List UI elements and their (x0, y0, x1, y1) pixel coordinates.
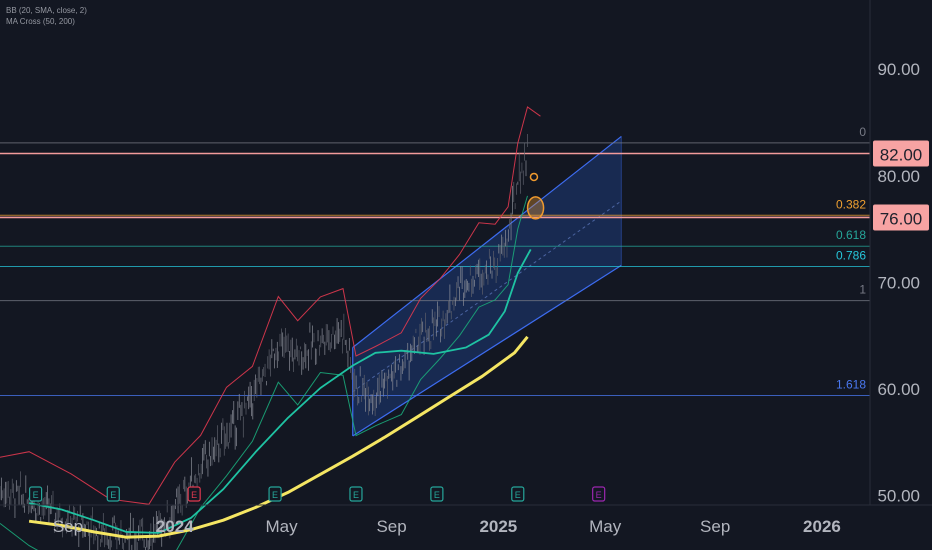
fib-label: 0.786 (836, 248, 866, 262)
earnings-marker-label: E (434, 490, 440, 500)
fib-label: 0.382 (836, 197, 866, 211)
y-tick-label: 70.00 (877, 273, 920, 292)
bollinger-lower-band (0, 195, 528, 550)
earnings-marker-label: E (596, 490, 602, 500)
earnings-marker-label: E (191, 490, 197, 500)
x-tick-label: Sep (376, 517, 406, 536)
earnings-marker-icon (349, 486, 363, 502)
earnings-marker-icon (28, 486, 43, 502)
y-tick-label: 90.00 (877, 60, 920, 79)
y-tick-label: 80.00 (877, 167, 920, 186)
highlight-small-circle (529, 172, 539, 182)
earnings-marker-icon (187, 486, 201, 502)
earnings-marker-icon (430, 486, 444, 502)
price-label-box (873, 204, 929, 231)
y-tick-label: 50.00 (877, 487, 920, 506)
earnings-marker-icon (106, 486, 120, 502)
earnings-marker-label: E (353, 490, 359, 500)
x-tick-label: 2026 (803, 517, 841, 536)
x-tick-label: May (265, 517, 298, 536)
channel-lower-line (352, 264, 622, 437)
earnings-marker-label: E (272, 490, 278, 500)
x-tick-label: 2025 (479, 517, 517, 536)
x-tick-label: 2024 (156, 517, 194, 536)
price-label-text: 76.00 (880, 209, 923, 228)
price-label-box (873, 140, 929, 167)
channel-fill (352, 136, 622, 436)
earnings-marker-label: E (33, 490, 39, 500)
earnings-marker-icon (592, 486, 606, 502)
ma-200-line (28, 335, 529, 539)
fib-label: 1 (859, 283, 866, 297)
indicator-legend: BB (20, SMA, close, 2) MA Cross (50, 200… (6, 5, 87, 27)
channel-upper-line (352, 135, 622, 348)
candles (0, 133, 528, 550)
earnings-marker-label: E (515, 490, 521, 500)
fib-label: 0.618 (836, 228, 866, 242)
ma-cross-legend-label[interactable]: MA Cross (50, 200) (6, 17, 75, 26)
bb-legend-label[interactable]: BB (20, SMA, close, 2) (6, 6, 87, 15)
channel-midline (352, 200, 622, 393)
fib-label: 1.618 (836, 377, 866, 391)
fib-label: 0 (859, 125, 866, 139)
x-tick-label: Sep (53, 517, 83, 536)
bollinger-upper-band (0, 106, 541, 505)
earnings-marker-icon (268, 486, 282, 502)
y-tick-label: 60.00 (877, 380, 920, 399)
highlight-large-circle (526, 196, 545, 220)
x-tick-label: May (589, 517, 622, 536)
ma-50-line (28, 248, 532, 534)
price-label-text: 82.00 (880, 145, 923, 164)
earnings-marker-icon (511, 486, 525, 502)
x-tick-label: Sep (700, 517, 730, 536)
earnings-marker-label: E (110, 490, 116, 500)
